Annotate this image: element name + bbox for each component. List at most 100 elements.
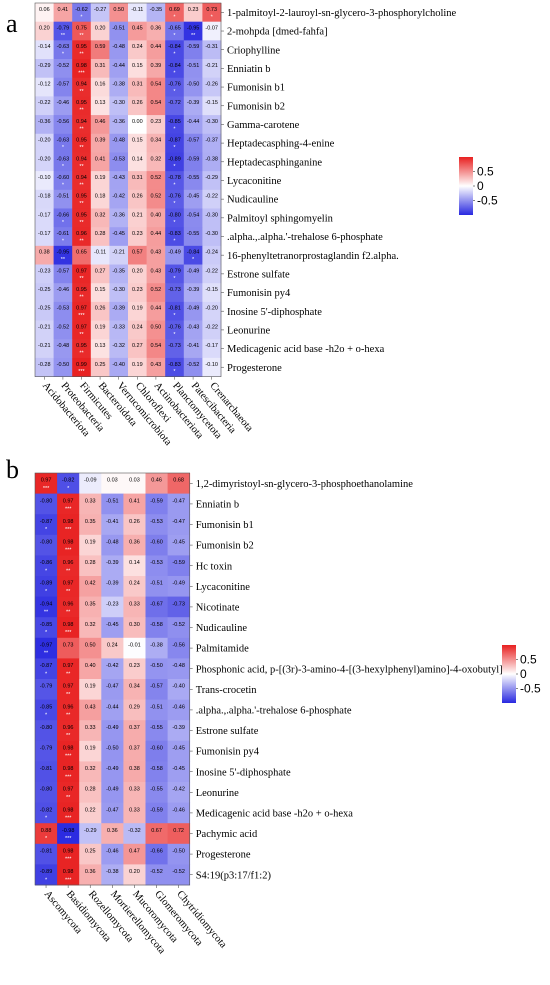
row-label: Nudicauline: [196, 623, 248, 634]
cell-value-label: -0.47: [172, 498, 185, 504]
heatmap-cell: [183, 320, 203, 340]
cell-value-label: 0.03: [129, 478, 140, 484]
cell-value-label: -0.51: [57, 194, 70, 200]
heatmap-cell: [123, 740, 146, 762]
heatmap-cell: [183, 40, 203, 60]
cell-value-label: 0.33: [129, 787, 140, 793]
heatmap-cell: [183, 59, 203, 79]
heatmap-cell: [123, 679, 146, 700]
heatmap-cell: [35, 357, 54, 377]
cell-value-label: 0.27: [132, 343, 143, 349]
cell-value-label: -0.62: [75, 7, 88, 13]
heatmap-cell: [57, 782, 80, 803]
cell-value-label: 0.19: [95, 324, 106, 330]
cell-value-label: -0.56: [57, 119, 70, 125]
cell-value-label: 0.30: [129, 622, 140, 628]
cell-value-label: 0.13: [95, 343, 106, 349]
heatmap-cell: [90, 283, 110, 303]
heatmap-cell: [167, 720, 191, 742]
heatmap-cell: [165, 115, 185, 135]
cell-value-label: -0.60: [57, 175, 70, 181]
cell-value-label: -0.60: [150, 539, 163, 545]
cell-value-label: 0.52: [151, 194, 162, 200]
heatmap-cell: [123, 782, 146, 803]
cell-value-label: -0.58: [150, 622, 163, 628]
cell-value-label: 0.22: [85, 807, 96, 813]
cell-value-label: 0.41: [58, 7, 69, 13]
cell-value-label: 0.40: [151, 212, 162, 218]
cell-value-label: -0.45: [106, 622, 119, 628]
cell-value-label: -0.82: [62, 478, 75, 484]
cell-value-label: -0.49: [172, 581, 185, 587]
heatmap-cell: [57, 699, 80, 721]
cell-value-label: -0.41: [187, 343, 200, 349]
cell-value-label: -0.55: [150, 725, 163, 731]
heatmap-cell: [109, 21, 129, 41]
heatmap-cell: [101, 637, 124, 659]
heatmap-cell: [165, 357, 185, 377]
cell-value-label: -0.80: [168, 212, 181, 218]
heatmap-cell: [72, 339, 92, 359]
cell-value-label: 0.23: [151, 119, 162, 125]
cell-value-label: 0.95: [76, 44, 87, 50]
cell-value-label: -0.59: [187, 44, 200, 50]
cell-value-label: -0.36: [112, 119, 125, 125]
heatmap-cell: [128, 59, 147, 79]
cell-value-label: -0.30: [205, 212, 218, 218]
heatmap-cell: [146, 208, 166, 228]
cell-value-label: 0.06: [39, 7, 50, 13]
heatmap-cell: [101, 658, 124, 680]
heatmap-cell: [128, 357, 147, 377]
heatmap-cell: [35, 596, 58, 618]
cell-value-label: 0.59: [95, 44, 106, 50]
cell-value-label: -0.83: [168, 362, 181, 368]
cell-value-label: 0.19: [85, 539, 96, 545]
heatmap-cell: [57, 864, 80, 886]
cell-value-label: 0.98: [63, 745, 74, 751]
significance-mark: ***: [78, 70, 85, 76]
cell-value-label: -0.46: [57, 287, 70, 293]
heatmap-cell: [167, 514, 191, 536]
cell-value-label: 0.20: [129, 869, 140, 875]
heatmap-cell: [35, 59, 54, 79]
heatmap-cell: [90, 245, 110, 265]
cell-value-label: -0.20: [38, 138, 51, 144]
cell-value-label: 0.36: [129, 539, 140, 545]
cell-value-label: -0.80: [40, 787, 53, 793]
heatmap-cell: [35, 301, 54, 321]
cell-value-label: -0.52: [187, 362, 200, 368]
significance-mark: *: [62, 52, 65, 58]
heatmap-cell: [167, 843, 191, 865]
cell-value-label: -0.50: [57, 362, 70, 368]
cell-value-label: -0.53: [57, 306, 70, 312]
cell-value-label: -0.59: [187, 156, 200, 162]
cell-value-label: 0.26: [129, 519, 140, 525]
cell-value-label: -0.15: [205, 287, 218, 293]
heatmap-cell: [79, 555, 102, 577]
significance-mark: ***: [65, 836, 72, 842]
heatmap-cell: [72, 171, 92, 191]
heatmap-cell: [109, 283, 129, 303]
significance-mark: **: [79, 220, 84, 226]
cell-value-label: 0.24: [132, 44, 143, 50]
significance-mark: **: [79, 276, 84, 282]
cell-value-label: 0.46: [95, 119, 106, 125]
significance-mark: **: [61, 33, 66, 39]
significance-mark: **: [79, 52, 84, 58]
cell-value-label: -0.38: [150, 642, 163, 648]
cell-value-label: 0.97: [41, 478, 52, 484]
cell-value-label: 0.95: [76, 343, 87, 349]
heatmap-cell: [165, 339, 185, 359]
cell-value-label: -0.61: [57, 231, 70, 237]
row-label: 2-mohpda [dmed-fahfa]: [227, 27, 328, 38]
heatmap-cell: [101, 679, 124, 700]
row-label: Criophylline: [227, 45, 280, 56]
row-label: 1,2-dimyristoyl-sn-glycero-3-phosphoetha…: [196, 479, 414, 490]
cell-value-label: 0.97: [76, 306, 87, 312]
heatmap-cell: [90, 77, 110, 97]
cell-value-label: -0.52: [57, 63, 70, 69]
heatmap-cell: [57, 720, 80, 742]
cell-value-label: 0.43: [151, 250, 162, 256]
heatmap-cell: [165, 245, 185, 265]
